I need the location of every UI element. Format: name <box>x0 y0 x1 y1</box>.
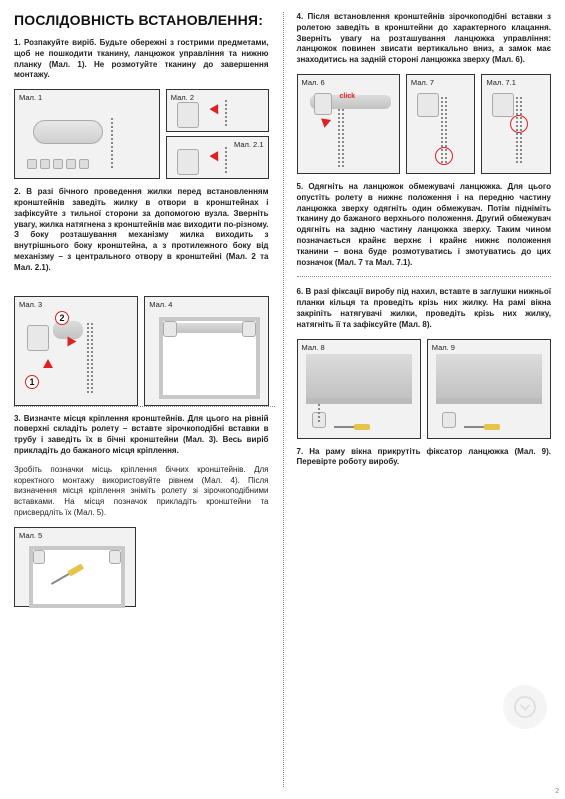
step-6-text: 6. В разі фіксації виробу під нахил, вст… <box>297 287 552 330</box>
fig-5-label: Мал. 5 <box>19 531 42 540</box>
step-2-text: 2. В разі бічного проведення жилки перед… <box>14 187 269 273</box>
step-4-text: 4. Після встановлення кронштейнів зірочк… <box>297 12 552 66</box>
fig-4-label: Мал. 4 <box>149 300 172 309</box>
fig-row-4: Мал. 6 click Мал. 7 Мал. 7.1 <box>297 74 552 174</box>
fig-6-label: Мал. 6 <box>302 78 325 87</box>
horizontal-divider-left <box>14 406 275 407</box>
step-3b-text: Зробіть позначки місць кріплення бічних … <box>14 465 269 519</box>
fig-7-label: Мал. 7 <box>411 78 434 87</box>
fig-row-2: Мал. 3 1 2 Мал. 4 <box>14 296 269 406</box>
figure-2: Мал. 2 <box>166 89 269 132</box>
page-title: ПОСЛІДОВНІСТЬ ВСТАНОВЛЕННЯ: <box>14 12 269 28</box>
right-column: 4. Після встановлення кронштейнів зірочк… <box>283 0 565 799</box>
step-7-text: 7. На раму вікна прикрутіть фіксатор лан… <box>297 447 552 469</box>
figure-3: Мал. 3 1 2 <box>14 296 138 406</box>
figure-8: Мал. 8 <box>297 339 421 439</box>
fig-row-3: Мал. 5 <box>14 527 269 607</box>
step-5-text: 5. Одягніть на ланцюжок обмежувачі ланцю… <box>297 182 552 268</box>
fig-row-1: Мал. 1 Мал. 2 Мал. 2.1 <box>14 89 269 179</box>
fig-3-label: Мал. 3 <box>19 300 42 309</box>
figure-9: Мал. 9 <box>427 339 551 439</box>
step-1-text: 1. Розпакуйте виріб. Будьте обережні з г… <box>14 38 269 81</box>
figure-4: Мал. 4 <box>144 296 268 406</box>
fig-9-label: Мал. 9 <box>432 343 455 352</box>
figure-5: Мал. 5 <box>14 527 136 607</box>
fig-71-label: Мал. 7.1 <box>486 78 515 87</box>
figure-6: Мал. 6 click <box>297 74 400 174</box>
fig-2-label: Мал. 2 <box>171 93 194 102</box>
step-num-2: 2 <box>55 311 69 325</box>
figure-7-1: Мал. 7.1 <box>481 74 551 174</box>
figure-7: Мал. 7 <box>406 74 476 174</box>
click-label: click <box>340 93 356 100</box>
figure-1: Мал. 1 <box>14 89 160 179</box>
left-column: ПОСЛІДОВНІСТЬ ВСТАНОВЛЕННЯ: 1. Розпакуйт… <box>0 0 283 799</box>
fig-8-label: Мал. 8 <box>302 343 325 352</box>
fig-21-label: Мал. 2.1 <box>234 140 263 149</box>
figure-2-1: Мал. 2.1 <box>166 136 269 179</box>
step-3-text: 3. Визначте місця кріплення кронштейнів.… <box>14 414 269 457</box>
fig-row-5: Мал. 8 Мал. 9 <box>297 339 552 439</box>
horizontal-divider-right <box>297 276 552 277</box>
fig-1-label: Мал. 1 <box>19 93 42 102</box>
page-number: 2 <box>555 788 559 795</box>
step-num-1: 1 <box>25 375 39 389</box>
watermark-icon <box>503 685 547 729</box>
